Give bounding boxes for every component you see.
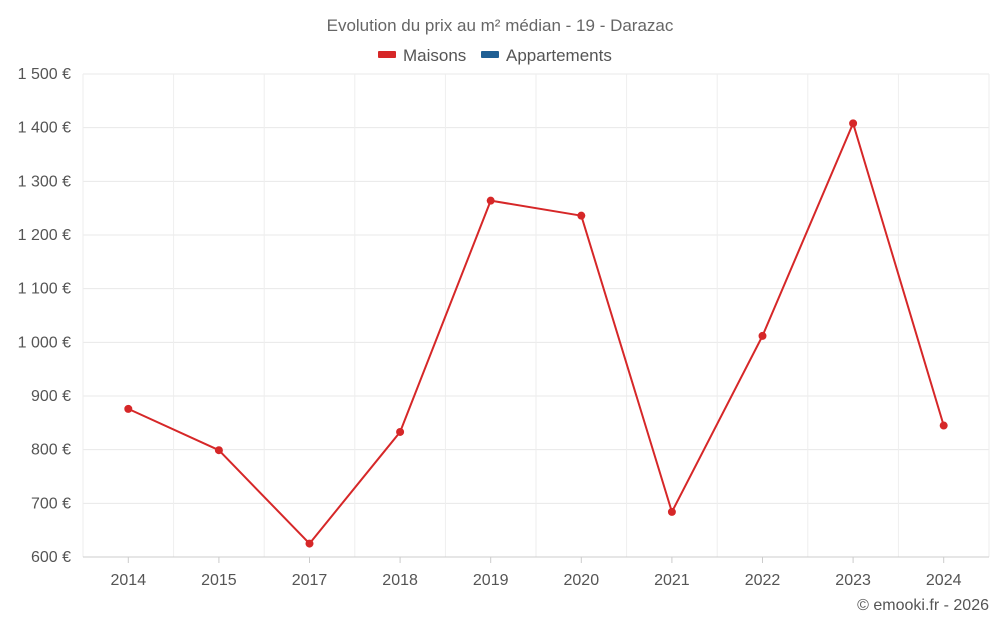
x-tick-label: 2023 (835, 572, 871, 589)
x-tick-label: 2024 (926, 572, 962, 589)
series-maisons (124, 119, 948, 548)
legend: Maisons Appartements (378, 46, 612, 65)
y-tick-label: 800 € (31, 442, 71, 459)
data-point[interactable] (305, 539, 314, 548)
axes: 600 € 700 € 800 € 900 € 1 000 € 1 100 € 1 200 … (18, 66, 989, 589)
y-tick-label: 1 100 € (18, 281, 71, 298)
x-tick-label: 2019 (473, 572, 509, 589)
legend-label-appartements: Appartements (506, 46, 612, 65)
grid (82, 73, 990, 558)
y-tick-label: 1 400 € (18, 120, 71, 137)
data-point[interactable] (486, 196, 495, 205)
series-line-maisons (127, 122, 945, 545)
x-tick-label: 2017 (292, 572, 328, 589)
data-point[interactable] (214, 446, 223, 455)
chart-title: Evolution du prix au m² médian - 19 - Da… (327, 16, 674, 35)
x-tick-label: 2014 (111, 572, 147, 589)
data-point[interactable] (758, 331, 767, 340)
credit-text: © emooki.fr - 2026 (857, 597, 989, 614)
data-point[interactable] (939, 421, 948, 430)
y-tick-label: 1 300 € (18, 173, 71, 190)
data-point[interactable] (577, 211, 586, 220)
legend-item-maisons[interactable]: Maisons (378, 46, 466, 65)
data-point[interactable] (849, 119, 858, 128)
legend-label-maisons: Maisons (403, 46, 466, 65)
y-tick-label: 1 000 € (18, 334, 71, 351)
x-tick-label: 2022 (745, 572, 781, 589)
y-tick-label: 700 € (31, 495, 71, 512)
y-tick-label: 1 500 € (18, 66, 71, 83)
legend-item-appartements[interactable]: Appartements (481, 46, 612, 65)
x-tick-label: 2015 (201, 572, 237, 589)
y-tick-label: 1 200 € (18, 227, 71, 244)
data-point[interactable] (396, 427, 405, 436)
data-point[interactable] (667, 507, 676, 516)
y-tick-label: 900 € (31, 388, 71, 405)
legend-swatch-maisons (378, 51, 396, 58)
data-point[interactable] (124, 404, 133, 413)
x-tick-label: 2018 (382, 572, 418, 589)
x-tick-label: 2021 (654, 572, 690, 589)
x-tick-label: 2020 (564, 572, 600, 589)
legend-swatch-appartements (481, 51, 499, 58)
y-tick-label: 600 € (31, 549, 71, 566)
